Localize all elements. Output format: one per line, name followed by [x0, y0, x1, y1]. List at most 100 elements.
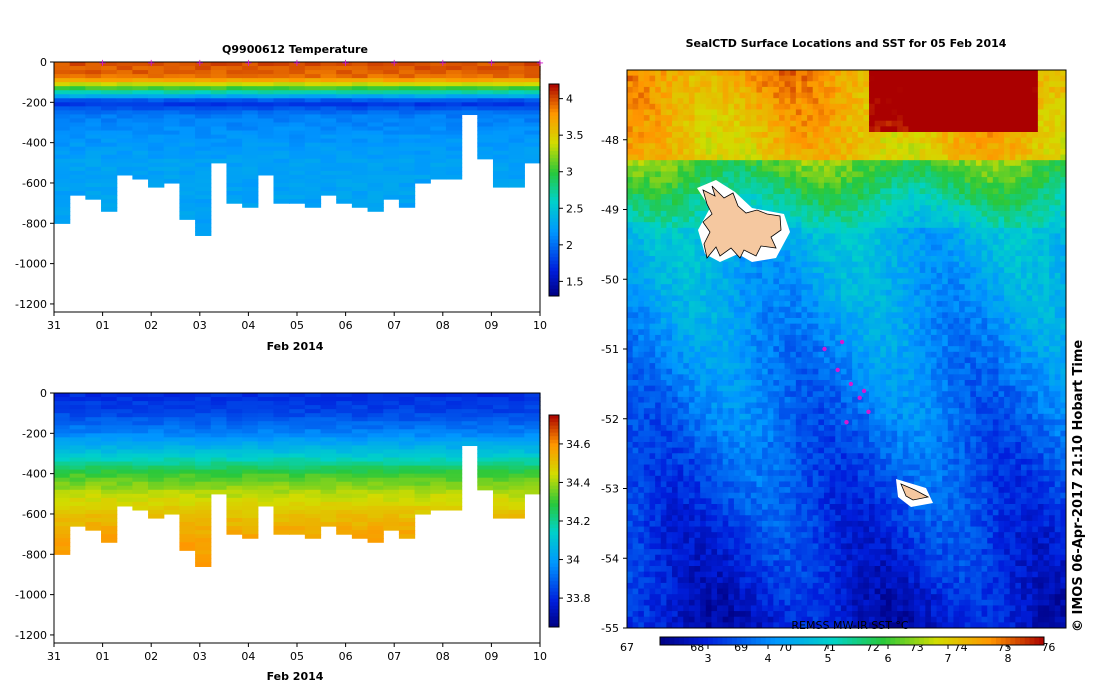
- section-cell: [398, 182, 416, 188]
- section-cell: [226, 417, 243, 422]
- section-cell: [508, 405, 525, 410]
- sst-cell: [880, 154, 887, 161]
- sst-cell: [1020, 86, 1028, 94]
- sst-cell: [914, 75, 921, 82]
- sst-cell: [823, 86, 831, 94]
- sst-cell: [981, 86, 988, 94]
- sst-cell: [627, 109, 634, 116]
- sst-cell: [835, 160, 842, 167]
- section-cell: [257, 449, 275, 455]
- section-cell: [430, 162, 447, 168]
- section-cell: [524, 417, 541, 422]
- section-cell: [289, 134, 306, 140]
- section-cell: [383, 453, 400, 459]
- sst-cell: [970, 222, 977, 229]
- sst-cell: [1009, 143, 1016, 150]
- section-cell: [210, 138, 228, 144]
- section-cell: [508, 509, 525, 515]
- section-cell: [132, 449, 149, 455]
- sst-cell: [947, 182, 954, 189]
- colorbar-swatch: [549, 165, 559, 170]
- sst-cell: [936, 126, 943, 133]
- sst-cell: [919, 103, 926, 110]
- section-cell: [54, 203, 71, 208]
- sst-cell: [627, 239, 634, 246]
- section-cell: [242, 158, 259, 164]
- sst-cell: [953, 205, 960, 212]
- sst-cell: [818, 177, 825, 184]
- sst-cell: [812, 239, 819, 246]
- section-cell: [398, 457, 416, 463]
- sst-cell: [1009, 126, 1016, 133]
- sst-cell: [981, 182, 988, 189]
- sst-cell: [1004, 244, 1011, 251]
- section-cell: [101, 538, 118, 543]
- salinity-x-label: Feb 2014: [267, 670, 324, 683]
- section-cell: [163, 134, 181, 140]
- sst-cell: [964, 239, 971, 246]
- colorbar-swatch: [549, 91, 559, 96]
- sst-cell: [891, 233, 898, 240]
- section-cell: [242, 429, 259, 434]
- sst-cell: [959, 81, 966, 88]
- sst-cell: [987, 109, 994, 116]
- section-cell: [163, 501, 181, 507]
- section-cell: [69, 409, 86, 414]
- section-cell: [101, 401, 118, 406]
- sst-cell: [683, 109, 690, 116]
- section-cell: [148, 401, 165, 406]
- section-cell: [524, 138, 541, 144]
- sst-cell: [683, 267, 690, 274]
- section-cell: [367, 441, 384, 447]
- sst-cell: [914, 86, 921, 94]
- sst-cell: [897, 199, 904, 206]
- section-cell: [383, 445, 400, 451]
- sst-cell: [1015, 233, 1022, 240]
- section-cell: [398, 150, 416, 156]
- sst-cell: [672, 233, 679, 240]
- section-cell: [351, 481, 369, 487]
- sst-cell: [750, 103, 757, 110]
- sst-cell: [998, 154, 1005, 161]
- section-cell: [226, 170, 243, 176]
- sst-cell: [801, 70, 808, 77]
- sst-cell: [953, 222, 960, 229]
- section-cell: [398, 445, 416, 451]
- sst-cell: [829, 222, 836, 229]
- sst-cell: [683, 160, 690, 167]
- section-cell: [461, 94, 478, 99]
- section-cell: [367, 195, 384, 200]
- sst-cell: [807, 239, 814, 246]
- section-cell: [477, 417, 494, 422]
- section-cell: [492, 437, 510, 442]
- section-cell: [195, 178, 212, 184]
- sst-cell: [1020, 137, 1028, 144]
- section-cell: [383, 425, 400, 430]
- colorbar-swatch: [549, 545, 559, 550]
- section-cell: [132, 497, 149, 503]
- sst-cell: [987, 194, 994, 201]
- section-cell: [69, 433, 86, 438]
- sst-cell: [874, 126, 881, 133]
- sst-cell: [694, 250, 701, 257]
- sst-cell: [677, 86, 684, 94]
- section-cell: [179, 187, 196, 192]
- sst-cell: [992, 182, 999, 189]
- sst-cell: [936, 86, 943, 94]
- section-cell: [116, 74, 133, 79]
- colorbar-swatch: [549, 207, 559, 212]
- sst-cell: [1026, 244, 1033, 251]
- sst-cell: [705, 120, 712, 127]
- sst-cell: [688, 160, 696, 167]
- sst-cell: [795, 216, 802, 223]
- sst-cell: [953, 165, 960, 172]
- sst-cell: [880, 210, 887, 218]
- section-cell: [226, 130, 243, 136]
- sst-cell: [790, 132, 797, 139]
- sst-cell: [857, 233, 864, 240]
- sst-cell: [863, 244, 870, 251]
- section-cell: [398, 501, 416, 507]
- section-cell: [430, 138, 447, 144]
- section-cell: [383, 493, 400, 499]
- sst-cell: [891, 194, 898, 201]
